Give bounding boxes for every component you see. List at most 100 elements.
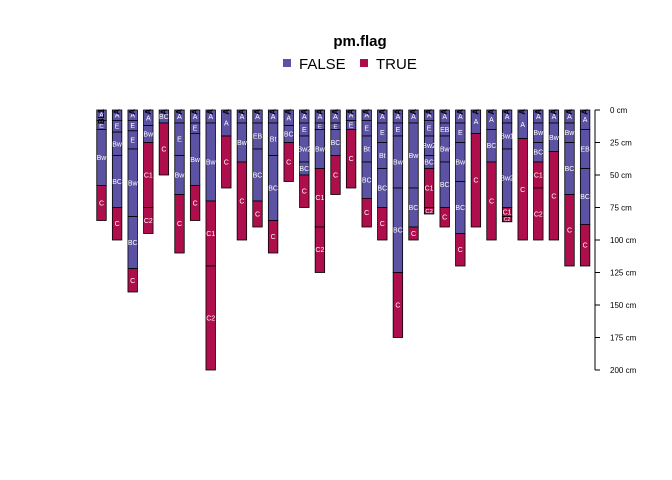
horizon-label: BC <box>112 179 122 186</box>
horizon-label: BC <box>424 159 434 166</box>
horizon-label: A <box>442 114 447 121</box>
horizon-bar <box>486 161 497 241</box>
horizon-label: A <box>333 114 338 121</box>
horizon-label: Bw <box>237 140 248 147</box>
legend: pm.flag FALSE TRUE <box>283 33 417 73</box>
horizon-label: E <box>130 137 135 144</box>
horizon-label: C <box>380 221 385 228</box>
soil-profile: A Bw BC C A <box>408 109 419 241</box>
horizon-label: BC <box>362 178 372 185</box>
horizon-label: C1 <box>144 172 153 179</box>
horizon-label: Bw <box>143 132 154 139</box>
horizon-bar <box>189 184 201 221</box>
legend-title: pm.flag <box>333 33 386 50</box>
horizon-label: BC <box>268 185 278 192</box>
horizon-label: Bw <box>175 172 186 179</box>
horizon-label: BC <box>580 194 590 201</box>
horizon-label: C <box>442 215 447 222</box>
profile-id-label: A <box>581 109 590 115</box>
horizon-label: A <box>489 117 494 124</box>
horizon-label: BC <box>565 166 575 173</box>
horizon-label: E <box>302 127 307 134</box>
horizon-bar <box>127 268 138 293</box>
horizon-label: EB <box>440 127 450 134</box>
horizon-label: C <box>271 234 276 241</box>
profile-id-label: A <box>456 109 465 115</box>
horizon-label: BC <box>393 228 403 235</box>
profile-id-label: A <box>362 109 371 115</box>
profile-id-label: A <box>409 109 418 115</box>
horizon-label: A <box>411 114 416 121</box>
horizon-label: A <box>474 119 479 126</box>
horizon-label: A <box>208 114 213 121</box>
horizon-bar <box>408 226 419 241</box>
horizon-bar <box>330 155 341 195</box>
profile-id-label: A <box>393 109 402 115</box>
horizon-label: C1 <box>315 195 324 202</box>
profile-id-label: A <box>284 109 293 115</box>
horizon-label: EB <box>580 146 590 153</box>
profile-id-label: A <box>549 109 558 115</box>
horizon-label: A <box>505 114 510 121</box>
soil-profile: A BC C A <box>283 109 294 182</box>
horizon-label: C <box>583 243 588 250</box>
horizon-label: BC <box>487 143 497 150</box>
soil-profile: A Bw BC C1 C2 A <box>533 109 544 241</box>
horizon-label: Bw <box>549 135 560 142</box>
legend-swatch-true <box>360 59 368 67</box>
horizon-label: Bw <box>393 159 404 166</box>
horizon-label: C2 <box>534 211 543 218</box>
soil-profile: A Bw BC C A <box>564 109 575 267</box>
horizon-label: BC <box>377 185 387 192</box>
horizon-label: C <box>567 228 572 235</box>
horizon-label: BC <box>533 150 543 157</box>
profile-id-label: A <box>237 109 246 115</box>
profile-id-label: A <box>113 109 122 115</box>
horizon-label: E <box>130 123 135 130</box>
horizon-label: BC <box>455 205 465 212</box>
horizon-label: A <box>349 113 354 120</box>
horizon-bar <box>236 161 248 241</box>
soil-profile: A Bw C1 C2 A <box>205 109 217 371</box>
horizon-label: Bw <box>315 146 326 153</box>
horizon-label: C1 <box>425 185 434 192</box>
horizon-label: C <box>473 178 478 185</box>
axis-tick-label: 75 cm <box>610 204 632 213</box>
horizon-label: E <box>349 122 354 129</box>
horizon-label: Bt <box>270 137 277 144</box>
horizon-label: A <box>318 114 323 121</box>
horizon-label: C1 <box>534 172 543 179</box>
horizon-bar <box>517 138 528 241</box>
soil-profile: A Bw C A <box>548 109 560 241</box>
horizon-bar <box>299 174 310 208</box>
horizon-bar <box>221 135 232 189</box>
horizon-label: E <box>427 126 432 133</box>
horizon-label: A <box>364 113 369 120</box>
profile-id-label: A <box>159 109 168 115</box>
horizon-bar <box>96 184 107 221</box>
legend-swatch-false <box>283 59 291 67</box>
soil-profile: BC C A <box>158 109 170 176</box>
axis-tick-label: 100 cm <box>610 236 637 245</box>
soil-profile: A E Bw BC C A <box>455 109 466 267</box>
profile-id-label: A <box>144 109 153 115</box>
axis-tick-label: 175 cm <box>610 334 637 343</box>
horizon-bar <box>174 194 185 254</box>
horizon-label: E <box>380 130 385 137</box>
profile-id-label: A <box>128 109 137 115</box>
horizon-label: Bw <box>97 155 108 162</box>
horizon-label: A <box>536 114 541 121</box>
horizon-label: C <box>115 221 120 228</box>
horizon-bar <box>501 216 513 223</box>
horizon-label: A <box>396 114 401 121</box>
horizon-bar <box>423 207 435 215</box>
horizon-label: C <box>364 210 369 217</box>
soil-profile: A Bt BC C A <box>267 109 279 254</box>
axis-tick-label: 125 cm <box>610 269 637 278</box>
soil-profile: A EB Bw BC C A <box>439 109 451 228</box>
horizon-label: C1 <box>206 231 215 238</box>
axis-tick-label: 50 cm <box>610 171 632 180</box>
